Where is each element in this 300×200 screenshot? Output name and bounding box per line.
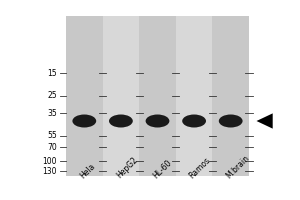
Text: 35: 35	[47, 108, 57, 117]
Bar	[176, 16, 212, 176]
Ellipse shape	[219, 114, 243, 128]
Text: 130: 130	[43, 166, 57, 176]
Ellipse shape	[109, 114, 133, 128]
Ellipse shape	[182, 114, 206, 128]
Text: HepG2: HepG2	[115, 155, 139, 180]
Ellipse shape	[146, 114, 170, 128]
Polygon shape	[256, 113, 273, 129]
Text: 100: 100	[43, 156, 57, 166]
Text: M.brain: M.brain	[224, 153, 251, 180]
Text: 55: 55	[47, 132, 57, 140]
Bar	[103, 16, 139, 176]
Bar	[212, 16, 249, 176]
Text: 25: 25	[47, 92, 57, 100]
Text: 70: 70	[47, 142, 57, 152]
Bar	[139, 16, 176, 176]
Bar	[66, 16, 249, 176]
Ellipse shape	[72, 114, 96, 128]
Text: HL-60: HL-60	[151, 158, 173, 180]
Text: 15: 15	[47, 68, 57, 77]
Text: Ramos: Ramos	[188, 155, 212, 180]
Bar	[66, 16, 103, 176]
Text: Hela: Hela	[78, 161, 97, 180]
